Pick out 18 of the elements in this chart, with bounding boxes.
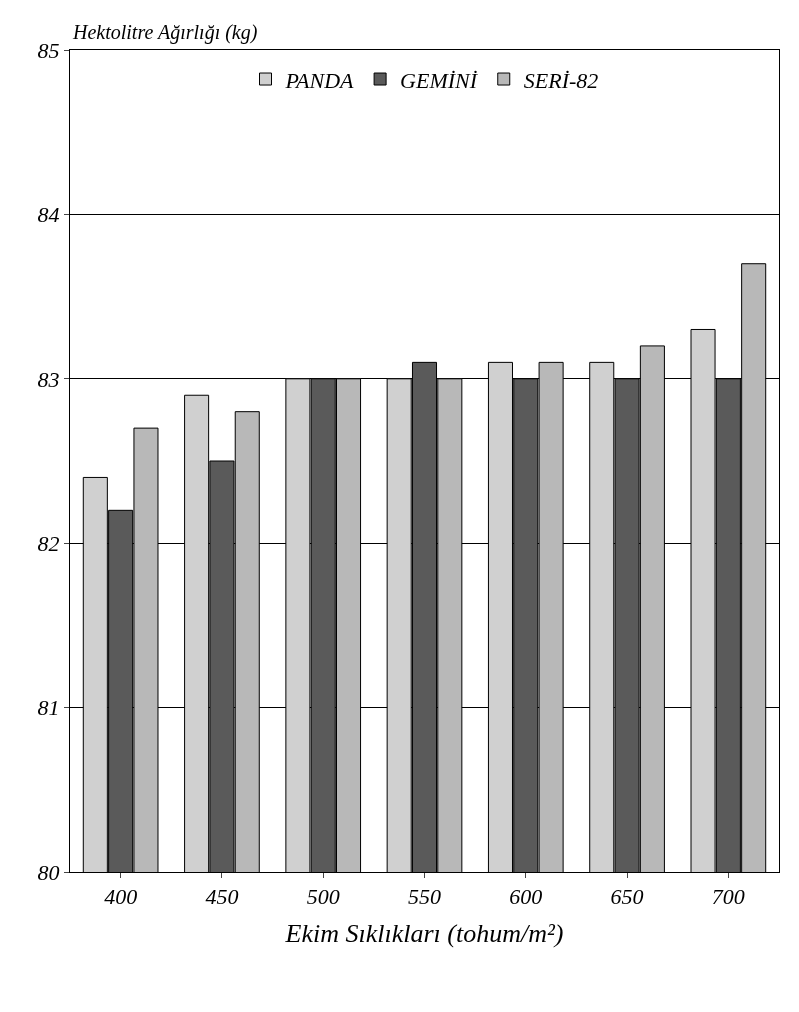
x-tick-label: 550 (408, 884, 441, 910)
legend-label: PANDA (284, 67, 355, 93)
y-tick-label: 81 (37, 695, 60, 721)
legend-label: GEMİNİ (400, 67, 479, 93)
y-axis-title: Hektolitre Ağırlığı (kg) (72, 21, 258, 44)
y-tick-label: 85 (37, 37, 60, 63)
x-tick-label: 400 (104, 884, 138, 910)
x-axis-title: Ekim Sıklıkları (tohum/m²) (284, 919, 564, 949)
x-tick-label: 500 (306, 884, 340, 910)
legend-label: SERİ-82 (523, 67, 599, 93)
x-tick-label: 650 (610, 884, 644, 910)
y-tick-label: 82 (37, 530, 60, 556)
y-tick-label: 84 (37, 202, 60, 228)
y-tick-label: 80 (37, 859, 60, 885)
x-tick-label: 450 (205, 884, 239, 910)
x-tick-label: 700 (711, 884, 745, 910)
y-tick-label: 83 (37, 366, 60, 392)
x-tick-label: 600 (509, 884, 543, 910)
